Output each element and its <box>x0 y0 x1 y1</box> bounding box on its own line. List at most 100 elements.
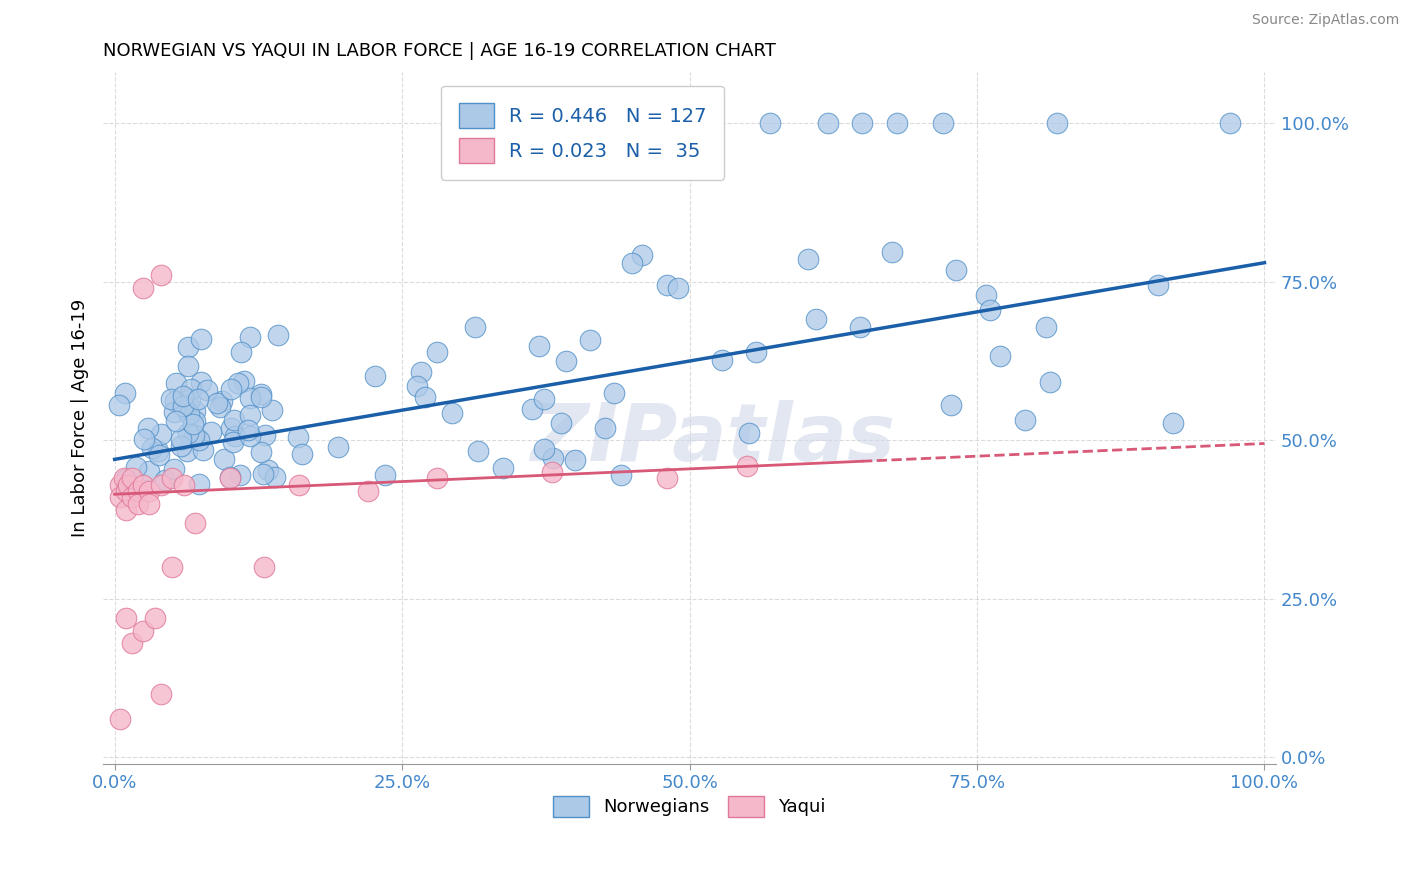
Point <box>160 471 183 485</box>
Point <box>541 450 564 465</box>
Point <box>229 345 252 359</box>
Point <box>132 477 155 491</box>
Point <box>931 116 953 130</box>
Point <box>205 395 228 409</box>
Point <box>540 465 562 479</box>
Point <box>356 484 378 499</box>
Point <box>143 611 166 625</box>
Point <box>256 463 278 477</box>
Point <box>191 442 214 457</box>
Point <box>1219 116 1241 130</box>
Point <box>233 374 256 388</box>
Point <box>107 398 129 412</box>
Point <box>252 467 274 481</box>
Point <box>146 444 169 458</box>
Point <box>621 256 644 270</box>
Point <box>162 405 184 419</box>
Point <box>149 477 172 491</box>
Point <box>170 439 193 453</box>
Point <box>153 474 176 488</box>
Point <box>219 470 242 484</box>
Point <box>710 352 733 367</box>
Point <box>150 426 173 441</box>
Point <box>110 491 132 505</box>
Point <box>533 392 555 406</box>
Point <box>181 417 204 432</box>
Point <box>979 303 1001 318</box>
Point <box>229 467 252 482</box>
Point <box>125 459 148 474</box>
Point <box>180 382 202 396</box>
Point <box>160 392 183 406</box>
Point <box>253 560 276 574</box>
Point <box>1039 375 1062 389</box>
Point <box>941 398 963 412</box>
Point <box>595 421 617 435</box>
Point <box>287 430 309 444</box>
Point <box>988 349 1011 363</box>
Y-axis label: In Labor Force | Age 16-19: In Labor Force | Age 16-19 <box>72 299 89 537</box>
Point <box>945 263 967 277</box>
Point <box>212 452 235 467</box>
Point <box>287 477 309 491</box>
Point <box>184 414 207 428</box>
Point <box>239 330 262 344</box>
Point <box>138 484 160 499</box>
Point <box>115 503 138 517</box>
Point <box>974 288 997 302</box>
Point <box>110 713 132 727</box>
Point <box>738 425 761 440</box>
Point <box>267 328 290 343</box>
Point <box>121 636 143 650</box>
Point <box>851 116 873 130</box>
Point <box>190 332 212 346</box>
Point <box>172 399 194 413</box>
Point <box>222 413 245 427</box>
Point <box>253 427 276 442</box>
Point <box>533 442 555 456</box>
Point <box>114 386 136 401</box>
Point <box>127 497 149 511</box>
Point <box>797 252 820 266</box>
Point <box>666 281 689 295</box>
Point <box>467 443 489 458</box>
Point <box>440 406 463 420</box>
Point <box>172 389 194 403</box>
Point <box>165 376 187 390</box>
Point <box>115 472 138 486</box>
Point <box>219 421 242 435</box>
Point <box>132 281 155 295</box>
Point <box>174 401 197 416</box>
Point <box>520 401 543 416</box>
Point <box>163 393 186 408</box>
Point <box>264 469 287 483</box>
Point <box>806 312 828 326</box>
Point <box>176 426 198 441</box>
Point <box>250 387 273 401</box>
Point <box>176 339 198 353</box>
Point <box>564 453 586 467</box>
Point <box>328 440 350 454</box>
Point <box>464 320 486 334</box>
Point <box>886 116 908 130</box>
Point <box>745 345 768 359</box>
Point <box>602 386 624 401</box>
Point <box>527 338 550 352</box>
Point <box>411 365 433 379</box>
Point <box>609 467 631 482</box>
Point <box>187 477 209 491</box>
Point <box>177 359 200 374</box>
Point <box>413 390 436 404</box>
Point <box>260 402 283 417</box>
Text: NORWEGIAN VS YAQUI IN LABOR FORCE | AGE 16-19 CORRELATION CHART: NORWEGIAN VS YAQUI IN LABOR FORCE | AGE … <box>103 42 776 60</box>
Point <box>132 432 155 446</box>
Point <box>115 477 138 491</box>
Point <box>163 462 186 476</box>
Point <box>631 248 654 262</box>
Point <box>127 484 149 499</box>
Legend: Norwegians, Yaqui: Norwegians, Yaqui <box>546 789 834 824</box>
Point <box>849 320 872 334</box>
Point <box>211 394 233 409</box>
Point <box>735 458 758 473</box>
Point <box>132 624 155 638</box>
